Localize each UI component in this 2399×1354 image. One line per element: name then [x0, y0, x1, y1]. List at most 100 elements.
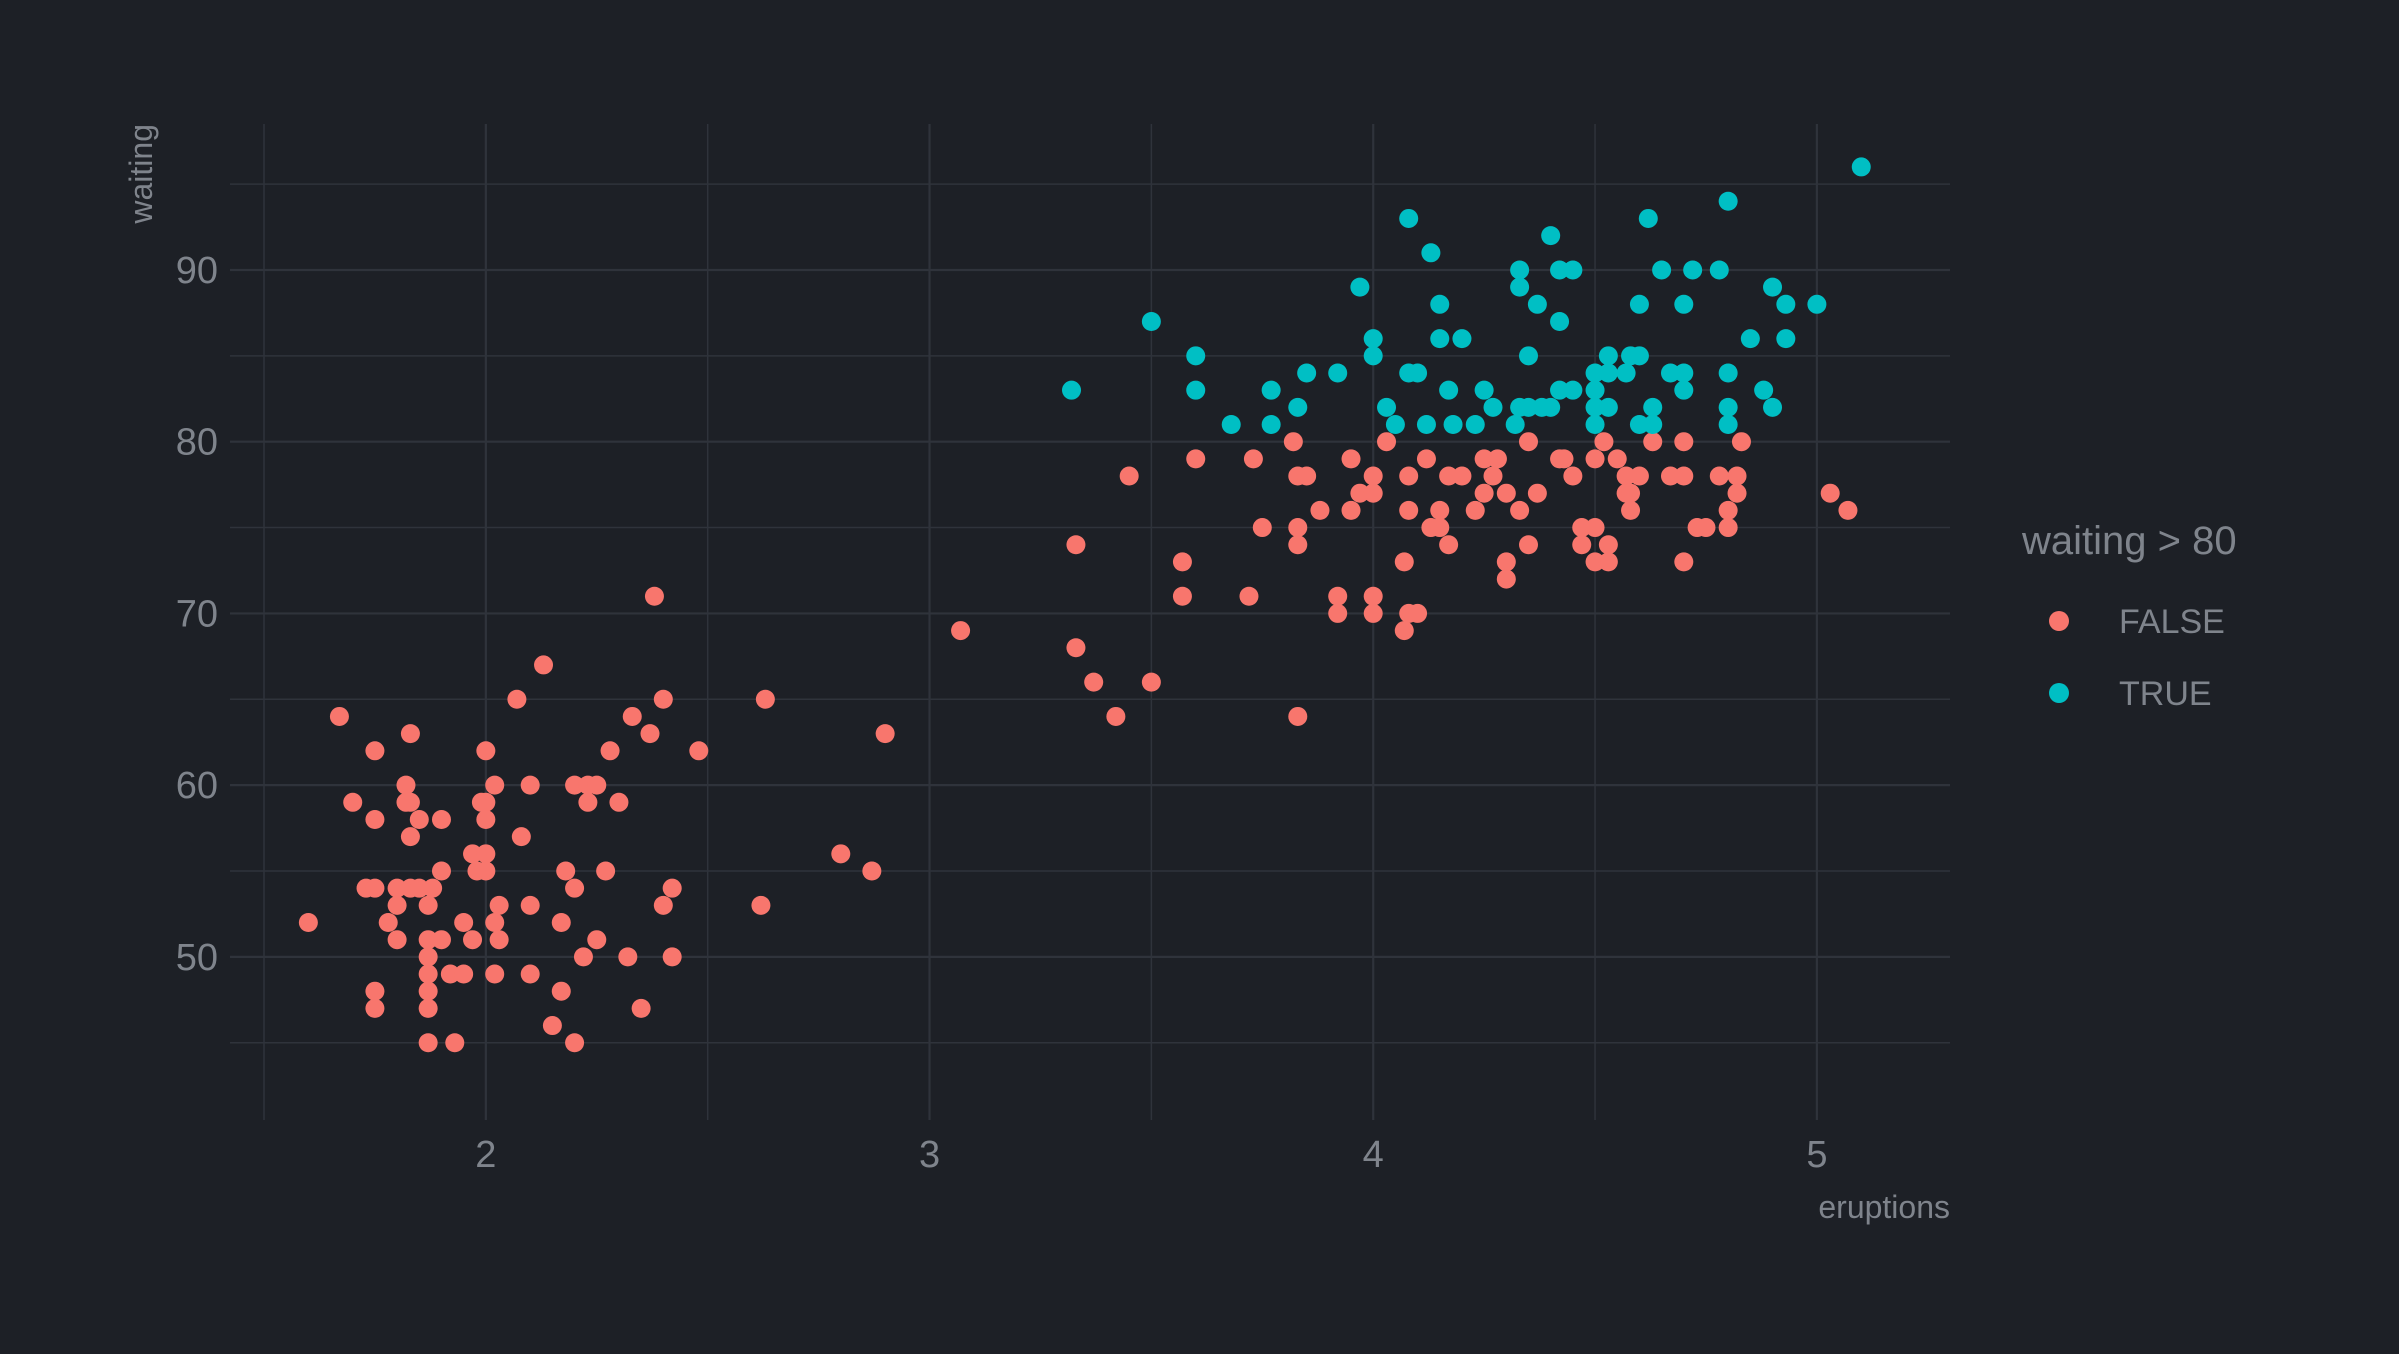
data-point-false [1607, 449, 1627, 469]
ticks-layer: 2 3 4 5 50 60 70 80 90 [176, 250, 1828, 1176]
data-point-false [1119, 466, 1139, 486]
data-point-false [423, 878, 443, 898]
data-point-true [1416, 415, 1436, 435]
data-point-false [1350, 483, 1370, 503]
data-point-true [1550, 311, 1570, 331]
data-point-true [1851, 157, 1871, 177]
legend: waiting > 80 FALSE TRUE [2021, 519, 2237, 713]
data-point-true [1510, 260, 1530, 280]
data-point-true [1550, 380, 1570, 400]
data-point-true [1297, 363, 1317, 383]
data-point-true [1683, 260, 1703, 280]
data-point-true [1141, 311, 1161, 331]
data-point-false [1172, 586, 1192, 606]
data-point-false [1363, 466, 1383, 486]
data-point-false [476, 809, 496, 829]
data-point-false [1598, 552, 1618, 572]
data-point-false [1572, 518, 1592, 538]
data-point-false [1288, 535, 1308, 555]
data-point-true [1776, 329, 1796, 349]
x-axis-title: eruptions [1818, 1189, 1950, 1225]
data-point-false [1563, 466, 1583, 486]
y-tick-label: 60 [176, 765, 218, 807]
data-point-false [520, 895, 540, 915]
data-point-true [1718, 191, 1738, 211]
data-point-true [1563, 260, 1583, 280]
data-point-false [1838, 500, 1858, 520]
data-point-false [365, 741, 385, 761]
data-point-false [1718, 500, 1738, 520]
data-point-false [489, 895, 509, 915]
data-point-false [1288, 706, 1308, 726]
data-point-false [1660, 466, 1680, 486]
data-point-false [400, 724, 420, 744]
y-tick-label: 80 [176, 422, 218, 464]
data-point-false [755, 689, 775, 709]
data-point-false [1621, 500, 1641, 520]
data-point-false [365, 878, 385, 898]
data-point-false [565, 878, 585, 898]
data-point-false [1696, 518, 1716, 538]
data-point-true [1261, 380, 1281, 400]
data-point-false [1399, 466, 1419, 486]
data-point-true [1377, 397, 1397, 417]
data-point-false [365, 981, 385, 1001]
data-point-false [1527, 483, 1547, 503]
data-point-true [1350, 277, 1370, 297]
data-point-false [445, 1033, 465, 1053]
data-point-true [1674, 380, 1694, 400]
data-point-false [1328, 586, 1348, 606]
data-point-false [378, 913, 398, 933]
data-point-false [534, 655, 554, 675]
y-tick-label: 50 [176, 937, 218, 979]
data-point-false [1394, 552, 1414, 572]
data-point-true [1399, 208, 1419, 228]
data-point-false [400, 792, 420, 812]
data-point-false [431, 930, 451, 950]
y-tick-label: 90 [176, 250, 218, 292]
data-point-false [1629, 466, 1649, 486]
data-point-false [1510, 500, 1530, 520]
data-point-false [1066, 535, 1086, 555]
data-point-false [489, 930, 509, 950]
data-point-false [418, 930, 438, 950]
data-point-false [440, 964, 460, 984]
data-point-false [1084, 672, 1104, 692]
data-point-false [485, 964, 505, 984]
data-point-true [1643, 397, 1663, 417]
x-tick-label: 3 [919, 1134, 940, 1176]
data-point-false [387, 878, 407, 898]
x-tick-label: 4 [1363, 1134, 1384, 1176]
data-point-false [1363, 603, 1383, 623]
data-point-true [1221, 415, 1241, 435]
data-point-true [1629, 346, 1649, 366]
data-point-false [653, 689, 673, 709]
data-point-false [1328, 603, 1348, 623]
data-point-false [596, 861, 616, 881]
data-point-false [951, 621, 971, 641]
data-point-false [365, 809, 385, 829]
data-point-false [298, 913, 318, 933]
x-tick-label: 5 [1806, 1134, 1827, 1176]
data-point-false [1106, 706, 1126, 726]
data-point-false [1377, 432, 1397, 452]
data-point-true [1638, 208, 1658, 228]
data-point-false [644, 586, 664, 606]
data-point-false [1572, 535, 1592, 555]
data-point-true [1430, 329, 1450, 349]
legend-label-false: FALSE [2119, 603, 2225, 641]
data-point-false [507, 689, 527, 709]
data-point-false [1727, 483, 1747, 503]
data-point-true [1740, 329, 1760, 349]
data-point-false [476, 741, 496, 761]
data-point-false [387, 895, 407, 915]
data-point-true [1328, 363, 1348, 383]
data-point-true [1474, 380, 1494, 400]
data-point-false [1820, 483, 1840, 503]
data-point-false [1731, 432, 1751, 452]
data-point-true [1674, 294, 1694, 314]
data-point-true [1505, 415, 1525, 435]
data-point-true [1585, 397, 1605, 417]
data-point-true [1550, 260, 1570, 280]
